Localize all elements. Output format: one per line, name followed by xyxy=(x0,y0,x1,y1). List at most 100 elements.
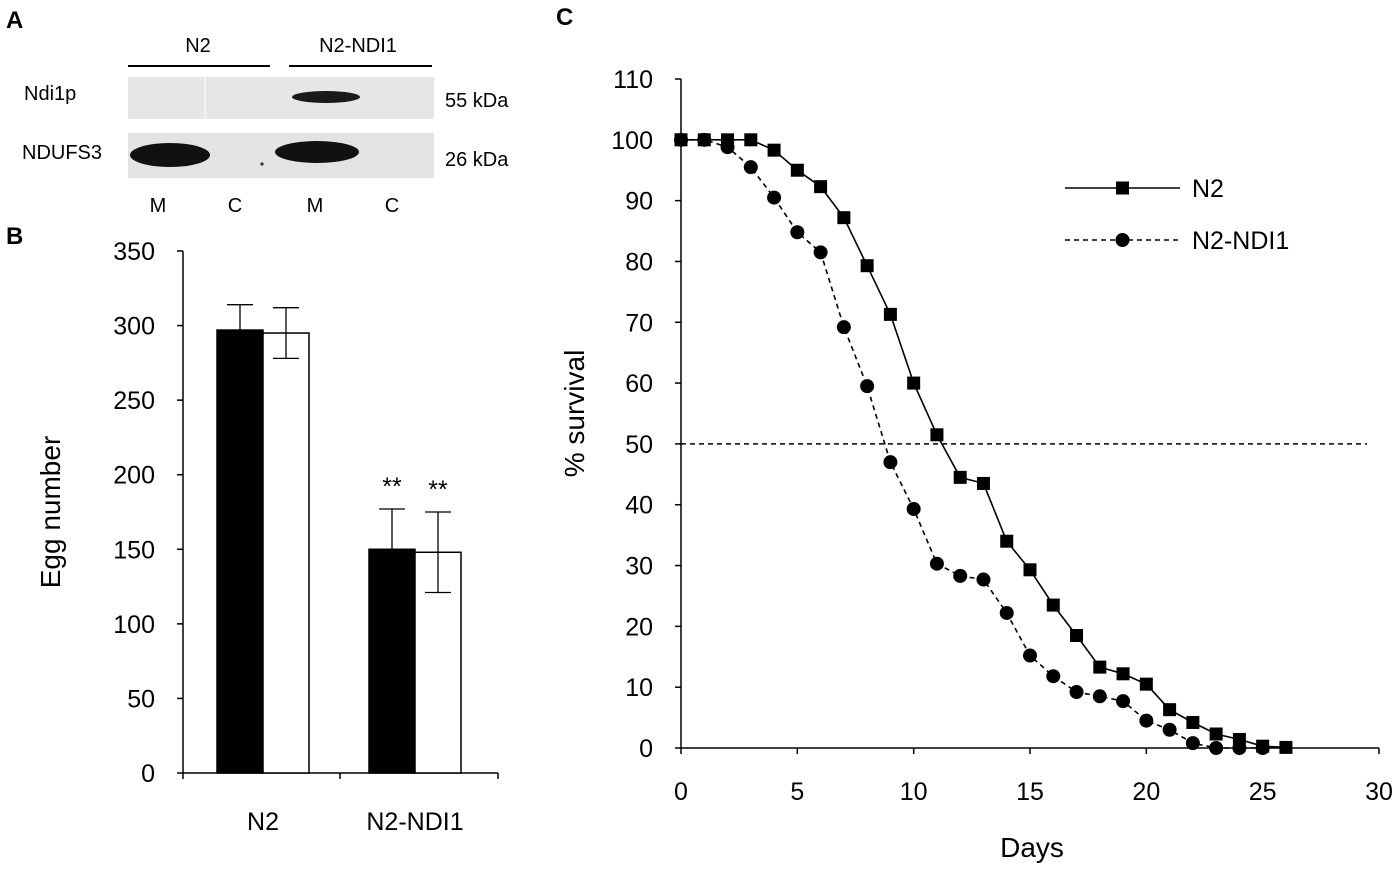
blot-speck xyxy=(260,162,264,166)
blot-group-label-n2-ndi1: N2-NDI1 xyxy=(319,35,397,57)
x-tick-label: 30 xyxy=(1365,778,1393,806)
blot-row-size-ndi1p: 55 kDa xyxy=(445,90,509,112)
bar xyxy=(262,332,310,774)
y-tick-label: 100 xyxy=(113,611,155,639)
data-point-n2-ndi1 xyxy=(976,572,991,587)
data-point-n2 xyxy=(1000,534,1014,548)
data-point-n2 xyxy=(767,143,781,157)
legend-label-n2: N2 xyxy=(1192,175,1224,203)
data-point-n2 xyxy=(953,470,967,484)
data-point-n2-ndi1 xyxy=(1116,694,1131,709)
y-tick-label: 70 xyxy=(625,309,653,337)
data-point-n2 xyxy=(860,259,874,273)
data-point-n2-ndi1 xyxy=(790,225,805,240)
data-point-n2-ndi1 xyxy=(1069,685,1084,700)
blot-band-ndi1p xyxy=(292,91,360,103)
data-point-n2-ndi1 xyxy=(906,501,921,516)
data-point-n2 xyxy=(1093,660,1107,674)
data-point-n2 xyxy=(744,133,758,147)
y-tick-label: 20 xyxy=(625,613,653,641)
data-point-n2-ndi1 xyxy=(836,320,851,335)
panel-a: A N2 N2-NDI1 Ndi1p 55 kDa NDUFS3 26 kDa … xyxy=(6,7,509,217)
blot-group-label-n2: N2 xyxy=(185,35,211,57)
data-point-n2-ndi1 xyxy=(1185,736,1200,751)
legend-label-n2-ndi1: N2-NDI1 xyxy=(1192,227,1289,255)
data-point-n2-ndi1 xyxy=(1139,713,1154,728)
data-point-n2-ndi1 xyxy=(743,160,758,175)
data-point-n2-ndi1 xyxy=(953,568,968,583)
blot-row-size-ndufs3: 26 kDa xyxy=(445,149,509,171)
x-tick-label: 10 xyxy=(900,778,928,806)
panel-c-letter: C xyxy=(556,4,573,31)
data-point-n2 xyxy=(1070,628,1084,642)
panel-c: C 0 10 20 30 40 50 60 70 80 90 100 110 0 5 10 15 20 25 30 N… xyxy=(556,4,1393,863)
data-point-n2 xyxy=(1279,740,1293,754)
panel-a-letter: A xyxy=(6,7,23,34)
y-tick-label: 0 xyxy=(141,760,155,788)
data-point-n2-ndi1 xyxy=(929,556,944,571)
lane-label-2: C xyxy=(228,195,242,217)
blot-row-label-ndi1p: Ndi1p xyxy=(24,83,76,105)
data-point-n2-ndi1 xyxy=(1046,669,1061,684)
lane-label-1: M xyxy=(150,195,167,217)
data-point-n2-ndi1 xyxy=(1023,648,1037,663)
y-tick-label: 30 xyxy=(625,553,653,581)
y-tick-label: 0 xyxy=(639,735,653,763)
y-tick-label: 50 xyxy=(127,685,155,713)
data-point-n2 xyxy=(790,163,804,177)
y-tick-label: 10 xyxy=(625,674,653,702)
data-point-n2-ndi1 xyxy=(720,140,735,155)
x-tick-label: 0 xyxy=(674,778,688,806)
y-tick-label: 40 xyxy=(625,492,653,520)
data-point-n2-ndi1 xyxy=(697,132,712,147)
data-point-n2 xyxy=(1209,727,1223,741)
panel-b: B 0 50 100 150 200 250 300 350 N2 ** ** N2-NDI1 Egg … xyxy=(6,223,499,836)
data-point-n2-ndi1 xyxy=(860,379,875,394)
significance-label: ** xyxy=(382,473,402,501)
data-point-n2-ndi1 xyxy=(999,605,1014,620)
y-tick-label: 250 xyxy=(113,387,155,415)
data-point-n2 xyxy=(1163,703,1177,717)
data-point-n2 xyxy=(930,428,944,442)
data-point-n2-ndi1 xyxy=(1162,722,1177,737)
y-tick-label: 50 xyxy=(625,431,653,459)
data-point-n2 xyxy=(883,307,897,321)
y-tick-label: 200 xyxy=(113,462,155,490)
x-tick-label: 15 xyxy=(1016,778,1044,806)
data-point-n2 xyxy=(814,180,828,194)
bar xyxy=(216,329,264,774)
data-point-n2 xyxy=(1023,563,1037,577)
blot-strip-ndi1p xyxy=(128,77,434,119)
blot-band-ndufs3-n2-ndi1 xyxy=(275,141,359,163)
x-tick-label: 5 xyxy=(790,778,804,806)
legend-marker-n2-ndi1 xyxy=(1115,233,1130,247)
y-tick-label: 80 xyxy=(625,248,653,276)
x-tick-label: 25 xyxy=(1249,778,1277,806)
blot-row-label-ndufs3: NDUFS3 xyxy=(22,142,102,164)
x-tick-label: N2-NDI1 xyxy=(366,808,463,836)
y-axis-title: Egg number xyxy=(35,436,66,589)
lane-label-4: C xyxy=(385,195,399,217)
data-point-n2-ndi1 xyxy=(674,132,688,147)
data-point-n2 xyxy=(907,376,921,390)
y-tick-label: 300 xyxy=(113,313,155,341)
data-point-n2-ndi1 xyxy=(767,190,782,205)
data-point-n2 xyxy=(1139,677,1153,691)
data-point-n2 xyxy=(1046,598,1060,612)
data-point-n2-ndi1 xyxy=(883,455,898,470)
data-point-n2 xyxy=(1186,715,1200,729)
panel-b-letter: B xyxy=(6,223,23,250)
x-axis-title: Days xyxy=(1000,832,1064,863)
data-point-n2 xyxy=(1116,667,1130,681)
y-tick-label: 350 xyxy=(113,238,155,266)
data-point-n2-ndi1 xyxy=(813,245,828,260)
y-tick-label: 100 xyxy=(611,127,653,155)
x-tick-label: 20 xyxy=(1132,778,1160,806)
x-tick-label: N2 xyxy=(247,808,279,836)
y-axis-title: % survival xyxy=(559,350,590,478)
y-tick-label: 150 xyxy=(113,536,155,564)
y-tick-label: 110 xyxy=(613,66,653,94)
data-point-n2 xyxy=(837,211,851,225)
blot-band-ndufs3-n2 xyxy=(130,143,210,167)
y-tick-label: 90 xyxy=(625,188,653,216)
